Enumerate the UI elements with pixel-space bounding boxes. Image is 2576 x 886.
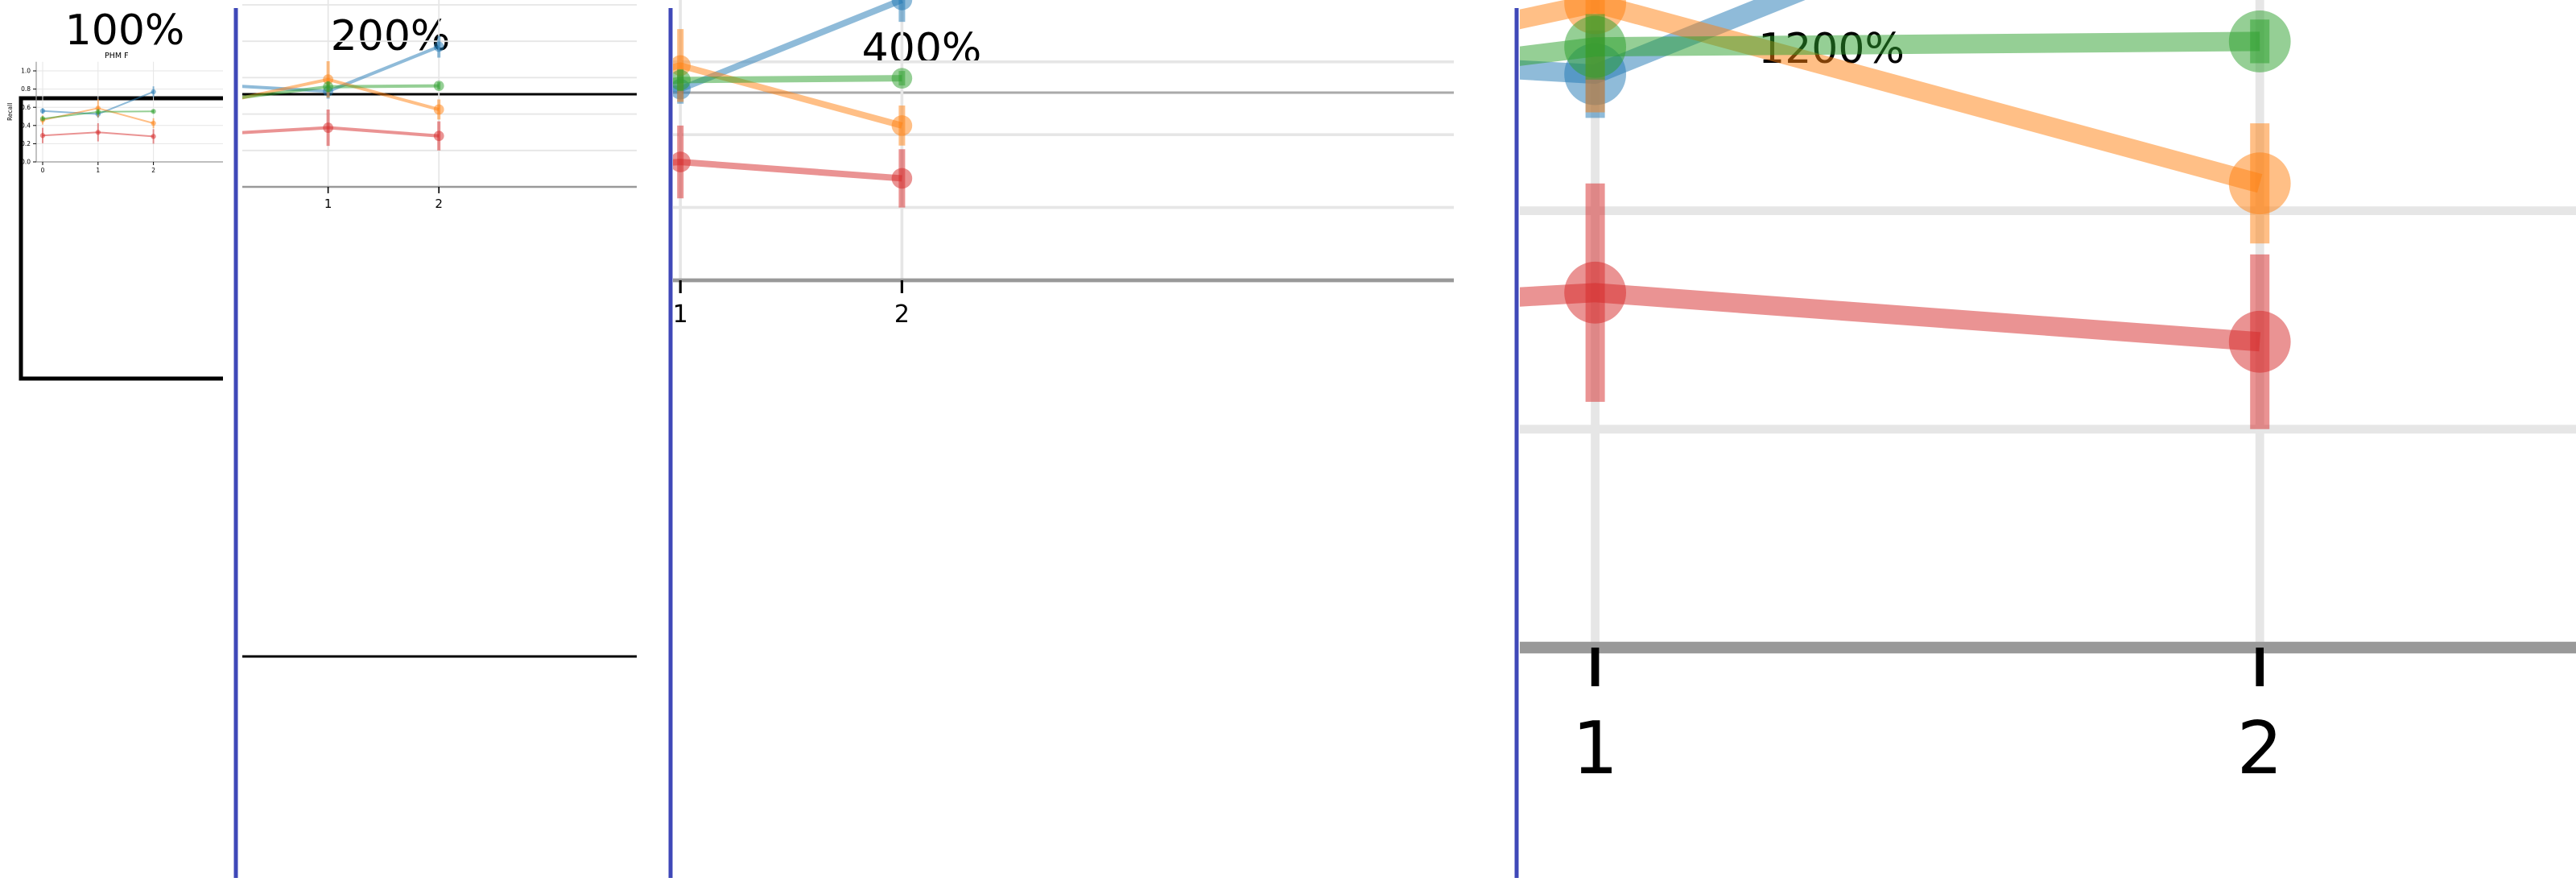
- y-tick-label: 0.2: [671, 387, 786, 472]
- x-tick-label: 2: [2237, 706, 2283, 791]
- data-point: [433, 81, 444, 91]
- data-point: [95, 109, 101, 115]
- data-point: [95, 130, 101, 135]
- y-tick-label: 0.4: [21, 122, 31, 129]
- data-point: [323, 74, 333, 85]
- y-tick-label: 0.0: [372, 267, 411, 295]
- data-point: [1564, 261, 1626, 324]
- x-tick-label: 2: [435, 197, 443, 211]
- data-point: [433, 41, 444, 52]
- x-tick-label: 1: [324, 197, 332, 211]
- data-point: [673, 69, 691, 91]
- y-tick-label: 0.0: [21, 159, 31, 166]
- x-tick-label: 1: [673, 300, 688, 329]
- data-point: [2228, 152, 2291, 215]
- data-point: [213, 80, 223, 90]
- y-tick-label: 0.2: [174, 143, 193, 158]
- chart-title: PHM F: [105, 52, 129, 60]
- data-point: [891, 168, 913, 189]
- y-tick-label: 0.4: [671, 169, 786, 254]
- data-point: [151, 89, 156, 95]
- x-tick-label: 2: [894, 300, 910, 329]
- y-tick-label: 0.8: [21, 85, 31, 93]
- data-point: [323, 81, 333, 93]
- data-point: [213, 129, 223, 139]
- data-point: [891, 115, 913, 136]
- y-tick-label: 0.6: [671, 0, 786, 35]
- data-point: [39, 133, 46, 139]
- y-tick-label: 0.2: [372, 194, 411, 222]
- data-point: [448, 164, 469, 185]
- y-axis-label: Recall: [6, 103, 14, 121]
- panel-100-frame: [19, 96, 223, 381]
- y-tick-label: 0.6: [21, 104, 31, 111]
- x-tick-label: 2: [151, 167, 155, 174]
- x-tick-label: 0: [451, 300, 466, 329]
- data-point: [39, 108, 46, 114]
- chart-panel-100: PHM F 0.0 0.2 0.4 0.6 0.8 1.0 0 1 2 Recall: [6, 52, 223, 174]
- data-point: [151, 109, 156, 114]
- x-tick-label: 1: [96, 167, 100, 174]
- data-point: [891, 68, 913, 89]
- data-point: [673, 151, 691, 172]
- x-tick-label: 0: [907, 706, 953, 791]
- data-point: [2228, 10, 2291, 72]
- y-tick-label: 0.0: [671, 606, 786, 690]
- data-point: [448, 102, 469, 123]
- data-point: [2228, 310, 2291, 373]
- data-point: [151, 134, 156, 139]
- data-point: [323, 122, 333, 133]
- y-tick-label: 0.8: [372, 0, 411, 4]
- data-point: [151, 120, 156, 126]
- data-point: [448, 66, 469, 87]
- zoom-label-400: 400%: [862, 25, 982, 73]
- data-point: [1564, 15, 1626, 78]
- y-tick-label: 0.6: [174, 71, 193, 85]
- y-tick-label: 0.2: [21, 140, 31, 147]
- x-tick-label: 0: [41, 167, 45, 174]
- data-point: [95, 106, 101, 111]
- y-tick-label: 1.0: [21, 68, 31, 75]
- x-tick-label: 0: [213, 197, 221, 211]
- data-point: [433, 104, 444, 115]
- y-tick-label: 0.4: [174, 107, 193, 122]
- data-point: [433, 130, 444, 142]
- y-tick-label: 0.4: [372, 122, 411, 150]
- x-tick-label: 1: [1572, 706, 1618, 791]
- zoom-label-100: 100%: [65, 6, 185, 55]
- data-point: [39, 116, 46, 122]
- y-tick-label: 0.0: [174, 180, 193, 194]
- data-point: [891, 0, 913, 10]
- zoom-label-200: 200%: [331, 12, 451, 60]
